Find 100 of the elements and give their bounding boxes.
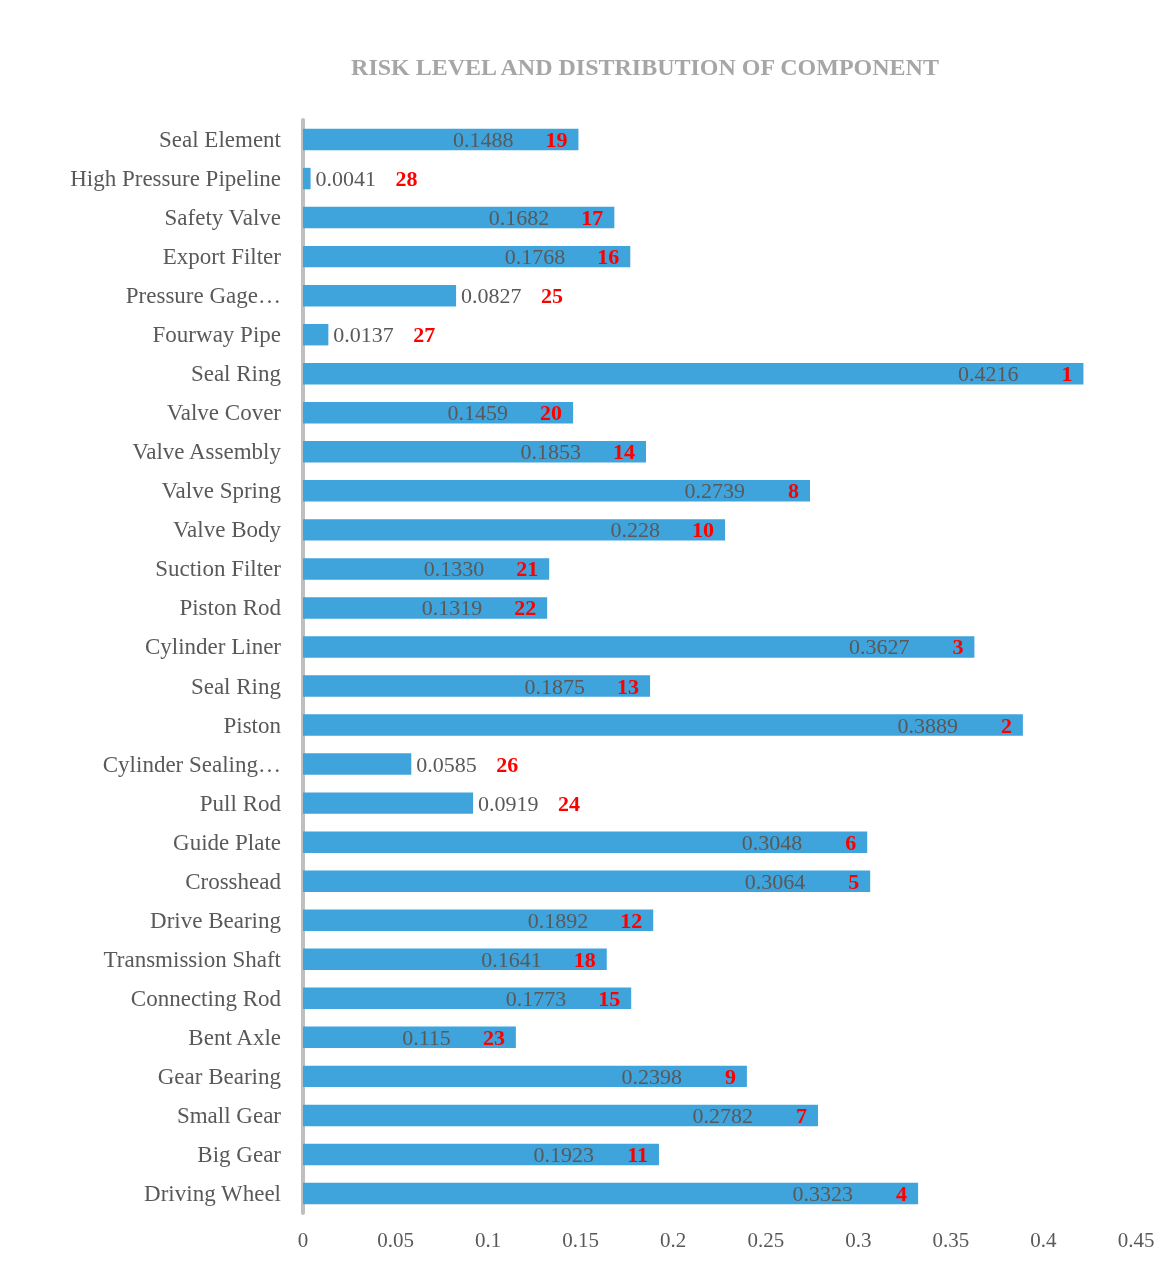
y-tick-label: Seal Ring (190, 361, 282, 387)
bar (303, 558, 550, 580)
annotation: 8 (788, 478, 800, 504)
data-label: 0.2739 (684, 478, 746, 504)
bar (303, 206, 615, 229)
annotation: 17 (581, 205, 604, 231)
data-label: 0.1330 (423, 556, 485, 582)
data-label: 0.3889 (897, 712, 958, 738)
bar (303, 753, 412, 775)
annotation: 25 (541, 283, 564, 309)
data-label: 0.1875 (524, 673, 586, 699)
bar (303, 675, 651, 697)
y-tick-label: Fourway Pipe (152, 322, 281, 348)
data-label: 0.2398 (621, 1063, 682, 1089)
annotation: 3 (952, 634, 964, 660)
chart-title: RISK LEVEL AND DISTRIBUTION OF COMPONENT (351, 54, 939, 80)
annotation: 22 (514, 595, 537, 621)
y-tick-label: Drive Bearing (150, 907, 282, 933)
y-tick-label: Crosshead (185, 868, 282, 894)
annotation: 16 (597, 244, 620, 270)
bar (303, 1143, 659, 1166)
y-tick-label: Export Filter (162, 244, 282, 270)
data-label: 0.1853 (520, 439, 582, 465)
annotation: 4 (896, 1180, 908, 1206)
x-tick-label: 0 (297, 1227, 309, 1252)
bar (303, 284, 457, 307)
data-label: 0.1319 (421, 595, 483, 621)
data-label: 0.0919 (478, 790, 539, 816)
bar (303, 363, 1084, 385)
y-tick-label: Driving Wheel (144, 1180, 281, 1206)
y-tick-label: Suction Filter (155, 556, 282, 582)
y-tick-label: Pressure Gage… (125, 283, 281, 309)
y-tick-label: Guide Plate (173, 829, 281, 855)
bar (303, 714, 1023, 736)
data-label: 0.1682 (488, 205, 550, 231)
annotation: 24 (558, 790, 581, 816)
x-tick-label: 0.1 (474, 1227, 502, 1252)
annotation: 26 (496, 751, 519, 777)
bar (303, 519, 726, 541)
data-label: 0.1641 (481, 946, 542, 972)
data-label: 0.3627 (848, 634, 910, 660)
y-tick-label: Small Gear (176, 1102, 282, 1128)
annotation: 11 (627, 1141, 648, 1167)
annotation: 15 (598, 985, 621, 1011)
x-tick-label: 0.45 (1117, 1227, 1155, 1252)
y-tick-label: Piston (223, 712, 282, 738)
annotation: 6 (845, 829, 857, 855)
bar (303, 987, 632, 1010)
annotation: 12 (620, 907, 643, 933)
bar (303, 1065, 747, 1088)
data-label: 0.2782 (692, 1102, 753, 1128)
annotation: 13 (617, 673, 640, 699)
data-label: 0.1768 (504, 244, 566, 270)
annotation: 27 (413, 322, 436, 348)
data-label: 0.1923 (533, 1141, 594, 1167)
data-label: 0.4216 (957, 361, 1019, 387)
bar (303, 167, 311, 190)
data-label: 0.115 (402, 1024, 451, 1050)
y-tick-label: Valve Assembly (132, 439, 282, 465)
y-tick-label: Safety Valve (164, 205, 281, 231)
y-tick-label: Cylinder Liner (144, 634, 282, 660)
data-label: 0.1773 (505, 985, 567, 1011)
data-label: 0.228 (610, 517, 661, 543)
data-label: 0.0137 (333, 322, 394, 348)
data-label: 0.0827 (461, 283, 522, 309)
bar (303, 480, 811, 502)
x-tick-label: 0.2 (660, 1227, 687, 1252)
bar (303, 402, 574, 424)
annotation: 5 (848, 868, 860, 894)
annotation: 23 (482, 1024, 505, 1050)
bar (303, 1182, 919, 1205)
x-tick-label: 0.3 (845, 1227, 872, 1252)
bar (303, 1104, 818, 1127)
y-tick-label: Connecting Rod (130, 985, 282, 1011)
y-tick-label: Cylinder Sealing… (102, 751, 281, 777)
y-tick-label: Seal Element (159, 127, 282, 153)
annotation: 28 (395, 166, 418, 192)
data-label: 0.0585 (416, 751, 477, 777)
y-tick-label: High Pressure Pipeline (70, 166, 281, 192)
x-tick-label: 0.15 (562, 1227, 600, 1252)
y-tick-label: Pull Rod (199, 790, 282, 816)
annotation: 19 (545, 127, 568, 153)
x-tick-label: 0.25 (747, 1227, 785, 1252)
annotation: 21 (516, 556, 539, 582)
y-tick-label: Transmission Shaft (103, 946, 282, 972)
data-label: 0.3064 (744, 868, 806, 894)
bar (303, 245, 631, 268)
bar (303, 441, 647, 463)
data-label: 0.1488 (452, 127, 514, 153)
y-tick-label: Valve Cover (166, 400, 282, 426)
x-tick-label: 0.35 (932, 1227, 970, 1252)
annotation: 7 (795, 1102, 807, 1128)
y-tick-label: Gear Bearing (157, 1063, 282, 1089)
annotation: 18 (573, 946, 596, 972)
bar (303, 870, 871, 892)
y-tick-label: Valve Spring (161, 478, 282, 504)
y-tick-label: Big Gear (197, 1141, 282, 1167)
annotation: 9 (724, 1063, 736, 1089)
annotation: 1 (1061, 361, 1073, 387)
y-tick-label: Valve Body (173, 517, 282, 543)
